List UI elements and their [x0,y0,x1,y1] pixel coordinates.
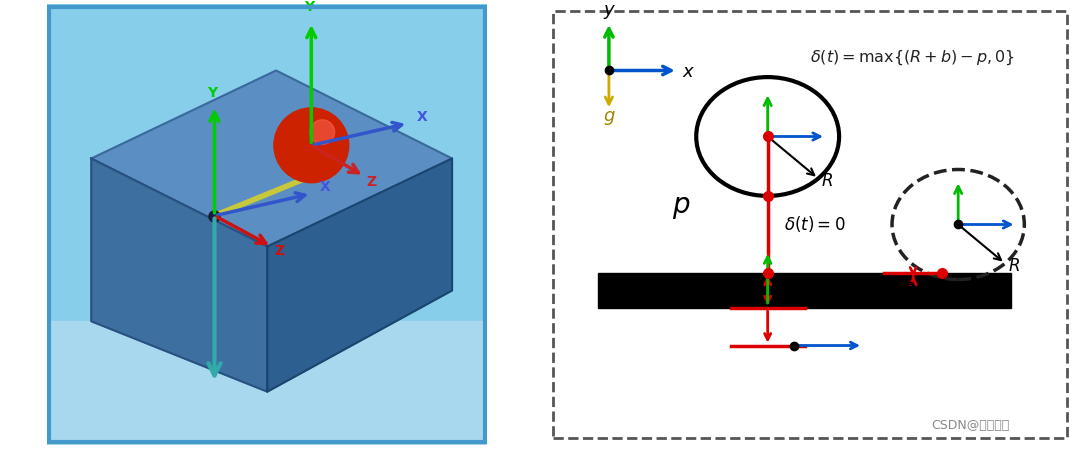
Polygon shape [92,70,453,247]
Text: X: X [320,180,330,194]
Text: $R$: $R$ [821,172,833,190]
Polygon shape [92,158,268,392]
Text: Z: Z [366,175,377,189]
Circle shape [310,120,335,145]
Text: $p$: $p$ [673,194,691,221]
FancyBboxPatch shape [553,11,1067,438]
Text: $x$: $x$ [681,63,696,81]
Bar [598,273,1011,308]
Text: $b$: $b$ [774,281,787,300]
Bar [48,321,487,445]
Text: $y$: $y$ [603,4,616,22]
Circle shape [274,108,349,183]
Text: X: X [417,110,428,124]
Polygon shape [268,158,453,392]
Text: $\delta(t)=\max\{(R+b)-p,0\}$: $\delta(t)=\max\{(R+b)-p,0\}$ [810,48,1015,67]
Text: Z: Z [274,244,284,258]
Text: CSDN@同元软控: CSDN@同元软控 [932,419,1010,432]
Text: $R$: $R$ [1008,257,1020,275]
Text: Y: Y [207,86,217,100]
Text: $g$: $g$ [603,109,616,127]
Text: Y: Y [305,0,314,14]
Text: $\delta(t)=0$: $\delta(t)=0$ [784,214,845,234]
Text: $\delta(t)>0$: $\delta(t)>0$ [868,273,930,293]
